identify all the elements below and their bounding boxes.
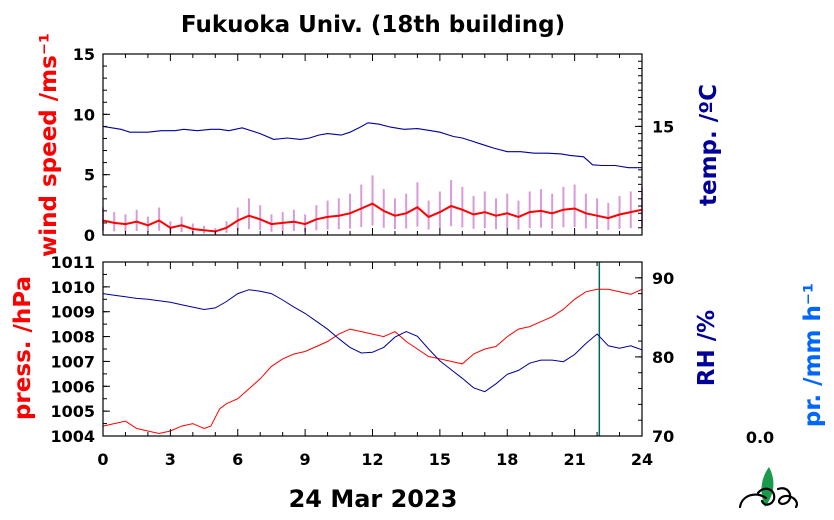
wind-speed-line — [102, 202, 643, 233]
pressure-line — [102, 288, 643, 435]
bottom-panel: 1004 1005 1006 1007 1008 1009 1010 1011 70 80 90 … — [10, 253, 826, 469]
rh-line — [102, 289, 643, 393]
bottom-panel-frame — [102, 261, 643, 437]
rh-axis-label: RH /% — [694, 310, 720, 386]
pressure-tick-label: 1006 — [50, 377, 95, 396]
pressure-tick-label: 1010 — [50, 278, 95, 297]
precip-axis-label: pr. /mm h⁻¹ — [800, 283, 826, 427]
wind-tick-labels: 0 5 10 15 — [73, 45, 95, 245]
chart-title: Fukuoka Univ. (18th building) — [181, 12, 565, 38]
x-tick-label: 15 — [429, 450, 451, 469]
top-panel-ticks — [102, 53, 643, 236]
rh-tick-label: 70 — [652, 427, 674, 446]
top-panel: 0 5 10 15 15 wind speed /ms⁻¹ temp. /ºC — [36, 33, 722, 257]
temp-tick-label: 15 — [652, 117, 674, 136]
temp-axis-label: temp. /ºC — [696, 84, 722, 206]
pressure-tick-label: 1005 — [50, 402, 95, 421]
pressure-tick-labels: 1004 1005 1006 1007 1008 1009 1010 1011 — [50, 253, 95, 446]
university-logo — [738, 467, 798, 509]
x-tick-label: 0 — [97, 450, 108, 469]
rh-tick-label: 90 — [652, 269, 674, 288]
precip-total: 0.0 — [746, 428, 774, 447]
pressure-tick-label: 1008 — [50, 328, 95, 347]
wind-tick-label: 0 — [84, 226, 95, 245]
temp-tick-labels: 15 — [652, 117, 674, 136]
logo-leaf-icon — [761, 467, 774, 507]
x-tick-label: 12 — [361, 450, 383, 469]
pressure-tick-label: 1009 — [50, 303, 95, 322]
x-tick-label: 21 — [563, 450, 585, 469]
x-tick-label: 24 — [631, 450, 653, 469]
date-label: 24 Mar 2023 — [289, 485, 458, 513]
pressure-tick-label: 1004 — [50, 427, 95, 446]
logo-swash-icon — [738, 487, 798, 509]
wind-tick-label: 5 — [84, 166, 95, 185]
x-tick-label: 18 — [496, 450, 518, 469]
pressure-tick-label: 1011 — [50, 253, 95, 272]
pressure-axis-label: press. /hPa — [10, 276, 36, 420]
bottom-panel-ticks — [102, 261, 643, 437]
pressure-tick-label: 1007 — [50, 352, 95, 371]
wind-tick-label: 10 — [73, 105, 95, 124]
temperature-line — [102, 122, 642, 169]
wind-tick-label: 15 — [73, 45, 95, 64]
x-tick-label: 3 — [165, 450, 176, 469]
wind-axis-label: wind speed /ms⁻¹ — [36, 33, 62, 257]
x-tick-label: 6 — [232, 450, 243, 469]
rh-tick-label: 80 — [652, 348, 674, 367]
hour-tick-labels: 0 3 6 9 12 15 18 21 24 — [97, 450, 653, 469]
wind-raw-series — [102, 175, 643, 234]
rh-tick-labels: 70 80 90 — [652, 269, 674, 446]
x-tick-label: 9 — [300, 450, 311, 469]
